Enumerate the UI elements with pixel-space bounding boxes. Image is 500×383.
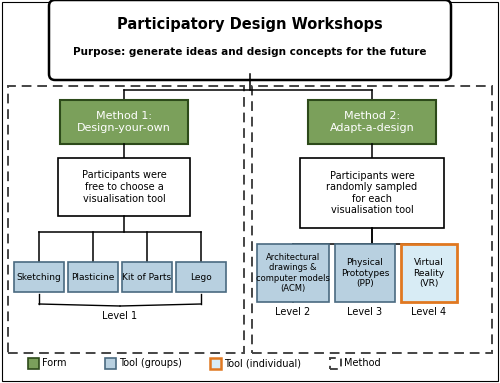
Text: Level 2: Level 2	[276, 307, 310, 317]
Text: Participants were
randomly sampled
for each
visualisation tool: Participants were randomly sampled for e…	[326, 170, 418, 215]
Bar	[257, 244, 329, 302]
Bar	[210, 358, 221, 369]
Bar	[58, 158, 190, 216]
Bar	[60, 100, 188, 144]
Bar	[300, 158, 444, 228]
Text: Physical
Prototypes
(PP): Physical Prototypes (PP)	[341, 258, 389, 288]
Text: Participatory Design Workshops: Participatory Design Workshops	[117, 16, 383, 31]
Bar	[335, 244, 395, 302]
Text: Method 2:
Adapt-a-design: Method 2: Adapt-a-design	[330, 111, 414, 133]
Bar	[330, 358, 341, 369]
FancyBboxPatch shape	[49, 0, 451, 80]
Text: Tool (individual): Tool (individual)	[224, 358, 301, 368]
Bar	[252, 86, 492, 353]
Text: Virtual
Reality
(VR): Virtual Reality (VR)	[414, 258, 444, 288]
Bar	[122, 262, 172, 292]
Text: Tool (groups): Tool (groups)	[119, 358, 182, 368]
Bar	[401, 244, 457, 302]
Text: Level 4: Level 4	[412, 307, 446, 317]
Text: Form: Form	[42, 358, 66, 368]
Text: Lego: Lego	[190, 272, 212, 282]
Bar	[28, 358, 39, 369]
Text: Level 1: Level 1	[102, 311, 138, 321]
Text: Method 1:
Design-your-own: Method 1: Design-your-own	[77, 111, 171, 133]
Text: Participants were
free to choose a
visualisation tool: Participants were free to choose a visua…	[82, 170, 166, 204]
Text: Kit of Parts: Kit of Parts	[122, 272, 172, 282]
Bar	[105, 358, 116, 369]
Bar	[308, 100, 436, 144]
Text: Level 3: Level 3	[348, 307, 382, 317]
Text: Plasticine: Plasticine	[72, 272, 114, 282]
Bar	[8, 86, 244, 353]
Text: Purpose: generate ideas and design concepts for the future: Purpose: generate ideas and design conce…	[73, 47, 427, 57]
Bar	[176, 262, 226, 292]
Bar	[68, 262, 118, 292]
Text: Sketching: Sketching	[16, 272, 62, 282]
Text: Method: Method	[344, 358, 381, 368]
Text: Architectural
drawings &
computer models
(ACM): Architectural drawings & computer models…	[256, 253, 330, 293]
Bar	[14, 262, 64, 292]
